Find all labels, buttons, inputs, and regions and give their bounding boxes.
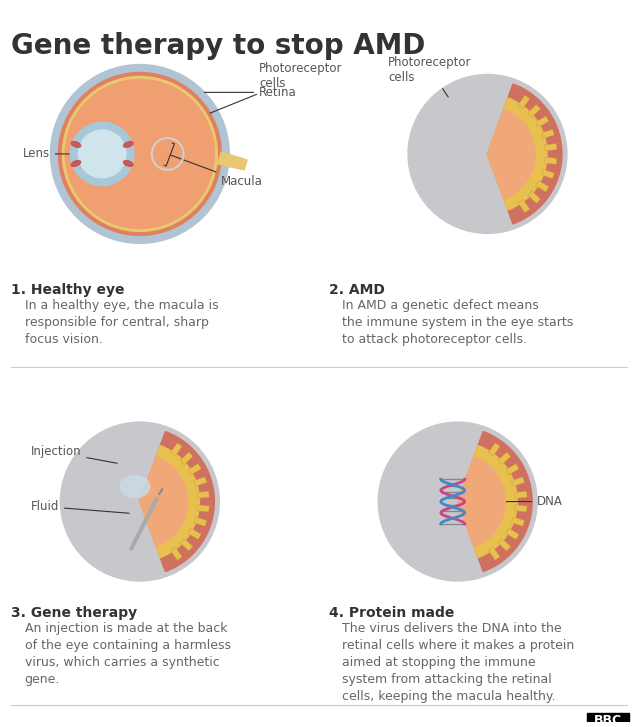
Polygon shape — [194, 477, 207, 486]
Polygon shape — [170, 443, 182, 456]
Wedge shape — [458, 457, 506, 547]
Polygon shape — [528, 191, 541, 204]
Polygon shape — [197, 505, 209, 512]
Polygon shape — [197, 491, 209, 499]
Polygon shape — [515, 491, 527, 499]
Circle shape — [60, 422, 220, 581]
Text: In AMD a genetic defect means
the immune system in the eye starts
to attack phot: In AMD a genetic defect means the immune… — [342, 299, 573, 346]
Polygon shape — [180, 539, 193, 551]
Polygon shape — [180, 452, 193, 465]
Polygon shape — [194, 517, 207, 526]
Circle shape — [65, 79, 214, 228]
FancyBboxPatch shape — [587, 713, 628, 727]
Text: 4. Protein made: 4. Protein made — [328, 606, 454, 620]
Text: The virus delivers the DNA into the
retinal cells where it makes a protein
aimed: The virus delivers the DNA into the reti… — [342, 622, 575, 703]
Polygon shape — [515, 505, 527, 512]
Polygon shape — [518, 95, 530, 108]
Polygon shape — [518, 199, 530, 212]
Wedge shape — [488, 98, 547, 210]
Wedge shape — [458, 446, 517, 558]
Polygon shape — [188, 464, 201, 475]
Circle shape — [60, 74, 220, 233]
Text: Fluid: Fluid — [31, 500, 129, 513]
Text: Retina: Retina — [204, 86, 297, 99]
Polygon shape — [511, 477, 525, 486]
Polygon shape — [170, 547, 182, 561]
Text: DNA: DNA — [470, 495, 563, 508]
Text: 1. Healthy eye: 1. Healthy eye — [11, 283, 124, 297]
Circle shape — [62, 76, 218, 231]
Ellipse shape — [71, 142, 81, 148]
Polygon shape — [488, 547, 500, 561]
Ellipse shape — [71, 161, 81, 166]
Polygon shape — [506, 529, 519, 539]
Polygon shape — [541, 129, 554, 139]
Polygon shape — [498, 452, 511, 465]
Polygon shape — [488, 443, 500, 456]
Polygon shape — [545, 143, 557, 150]
Text: Macula: Macula — [164, 143, 263, 188]
Polygon shape — [536, 116, 549, 127]
Polygon shape — [506, 464, 519, 475]
Circle shape — [378, 422, 537, 581]
Wedge shape — [488, 109, 535, 198]
Text: In a healthy eye, the macula is
responsible for central, sharp
focus vision.: In a healthy eye, the macula is responsi… — [25, 299, 218, 346]
Circle shape — [67, 81, 213, 228]
Text: Injection: Injection — [31, 446, 117, 463]
Text: Photoreceptor
cells: Photoreceptor cells — [388, 55, 472, 97]
Text: Lens: Lens — [22, 148, 90, 161]
Polygon shape — [536, 181, 549, 192]
Polygon shape — [545, 157, 557, 164]
Text: BBC: BBC — [593, 714, 621, 726]
Polygon shape — [188, 529, 201, 539]
Polygon shape — [541, 169, 554, 179]
Wedge shape — [458, 432, 532, 571]
Wedge shape — [140, 446, 200, 558]
Wedge shape — [488, 84, 562, 224]
Text: 2. AMD: 2. AMD — [328, 283, 385, 297]
Polygon shape — [528, 105, 541, 117]
Polygon shape — [511, 517, 525, 526]
Ellipse shape — [124, 161, 133, 166]
Wedge shape — [140, 457, 188, 547]
Polygon shape — [218, 152, 247, 170]
Text: Gene therapy to stop AMD: Gene therapy to stop AMD — [11, 32, 425, 60]
Circle shape — [78, 130, 126, 178]
Text: An injection is made at the back
of the eye containing a harmless
virus, which c: An injection is made at the back of the … — [25, 622, 230, 686]
Polygon shape — [498, 539, 511, 551]
Ellipse shape — [124, 142, 133, 148]
Wedge shape — [140, 432, 214, 571]
Ellipse shape — [120, 475, 150, 497]
Text: Photoreceptor
cells: Photoreceptor cells — [210, 63, 342, 113]
Circle shape — [51, 65, 229, 244]
Circle shape — [70, 122, 134, 185]
Text: 3. Gene therapy: 3. Gene therapy — [11, 606, 137, 620]
Circle shape — [408, 74, 567, 233]
Circle shape — [58, 73, 221, 236]
